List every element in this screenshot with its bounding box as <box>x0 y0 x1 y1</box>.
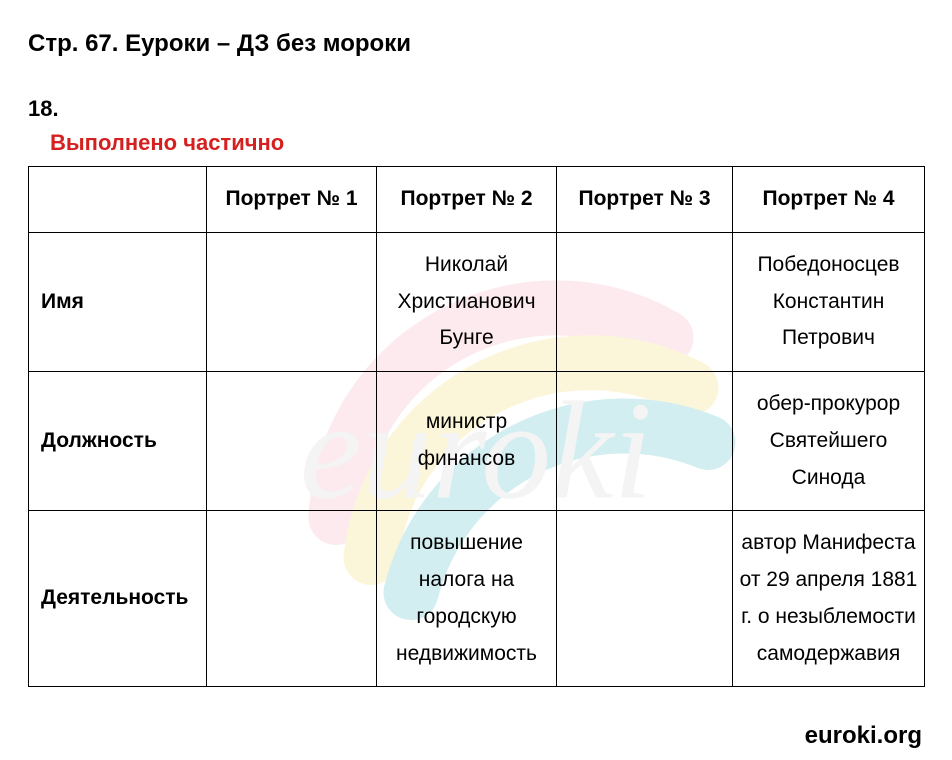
col-header-4: Портрет № 4 <box>733 167 925 233</box>
col-header-empty <box>29 167 207 233</box>
table-row: Имя Николай Христианович Бунге Победонос… <box>29 232 925 371</box>
cell <box>557 511 733 687</box>
cell <box>207 232 377 371</box>
row-header-name: Имя <box>29 232 207 371</box>
row-header-activity: Деятельность <box>29 511 207 687</box>
col-header-3: Портрет № 3 <box>557 167 733 233</box>
status-text: Выполнено частично <box>50 130 924 156</box>
cell: обер-прокурор Святейшего Синода <box>733 372 925 511</box>
table-header-row: Портрет № 1 Портрет № 2 Портрет № 3 Порт… <box>29 167 925 233</box>
table-row: Деятельность повышение налога на городск… <box>29 511 925 687</box>
cell <box>207 511 377 687</box>
row-header-position: Должность <box>29 372 207 511</box>
cell: Николай Христианович Бунге <box>377 232 557 371</box>
col-header-1: Портрет № 1 <box>207 167 377 233</box>
col-header-2: Портрет № 2 <box>377 167 557 233</box>
data-table: Портрет № 1 Портрет № 2 Портрет № 3 Порт… <box>28 166 925 687</box>
page-title: Стр. 67. Еуроки – ДЗ без мороки <box>28 30 924 58</box>
cell: Победоносцев Константин Петрович <box>733 232 925 371</box>
cell: повышение налога на городскую недвижимос… <box>377 511 557 687</box>
cell: министр финансов <box>377 372 557 511</box>
content-area: Стр. 67. Еуроки – ДЗ без мороки 18. Выпо… <box>0 0 952 687</box>
cell <box>557 232 733 371</box>
table-row: Должность министр финансов обер-прокурор… <box>29 372 925 511</box>
cell: автор Манифеста от 29 апреля 1881 г. о н… <box>733 511 925 687</box>
task-number: 18. <box>28 96 924 122</box>
footer-link: euroki.org <box>805 722 922 750</box>
cell <box>557 372 733 511</box>
cell <box>207 372 377 511</box>
